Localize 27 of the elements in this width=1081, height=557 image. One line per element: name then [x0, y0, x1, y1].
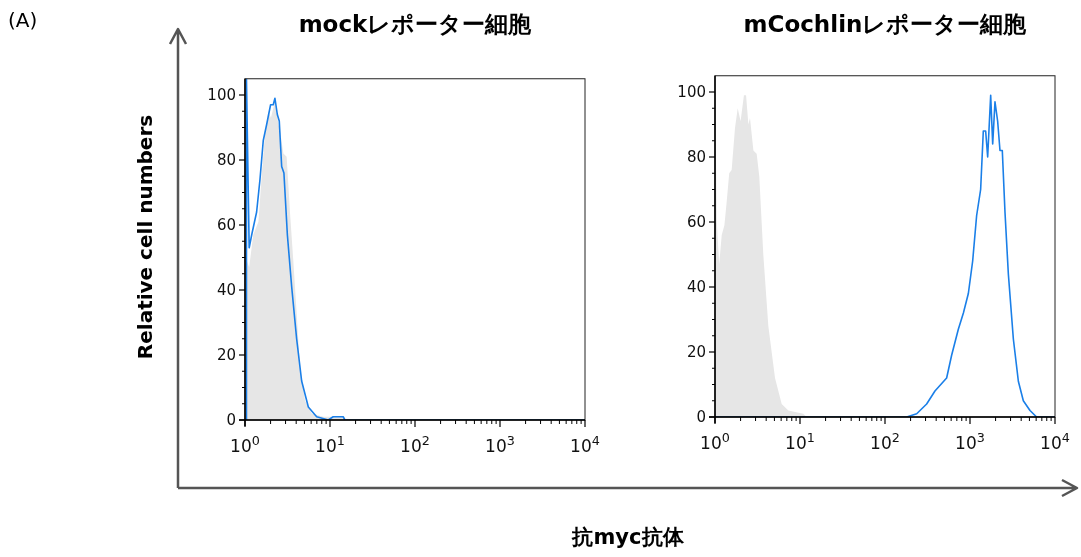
- y-tick-label: 0: [226, 411, 236, 429]
- y-tick-label: 60: [686, 213, 706, 231]
- y-axis-title: Relative cell numbers: [133, 114, 157, 360]
- chart-title: mCochlinレポーター細胞: [743, 11, 1028, 37]
- x-tick-label: 10$^{2}$: [400, 432, 430, 456]
- x-tick-label: 10$^{0}$: [230, 432, 260, 456]
- x-tick-label: 10$^{4}$: [570, 432, 600, 456]
- y-tick-label: 100: [207, 86, 236, 104]
- y-tick-label: 80: [686, 148, 706, 166]
- y-tick-label: 20: [686, 343, 706, 361]
- x-tick-label: 10$^{1}$: [785, 429, 815, 453]
- x-tick-label: 10$^{2}$: [870, 429, 900, 453]
- y-tick-label: 0: [696, 408, 706, 426]
- chart-title: mockレポーター細胞: [298, 11, 533, 37]
- x-tick-label: 10$^{0}$: [700, 429, 730, 453]
- text: (A): [8, 8, 38, 32]
- x-tick-label: 10$^{1}$: [315, 432, 345, 456]
- y-tick-label: 40: [686, 278, 706, 296]
- y-tick-label: 80: [216, 151, 236, 169]
- y-tick-label: 100: [677, 83, 706, 101]
- y-tick-label: 20: [216, 346, 236, 364]
- y-tick-label: 60: [216, 216, 236, 234]
- x-tick-label: 10$^{3}$: [485, 432, 515, 456]
- y-tick-label: 40: [216, 281, 236, 299]
- x-tick-label: 10$^{4}$: [1040, 429, 1070, 453]
- x-axis-title: 抗myc抗体: [571, 525, 685, 549]
- x-tick-label: 10$^{3}$: [955, 429, 985, 453]
